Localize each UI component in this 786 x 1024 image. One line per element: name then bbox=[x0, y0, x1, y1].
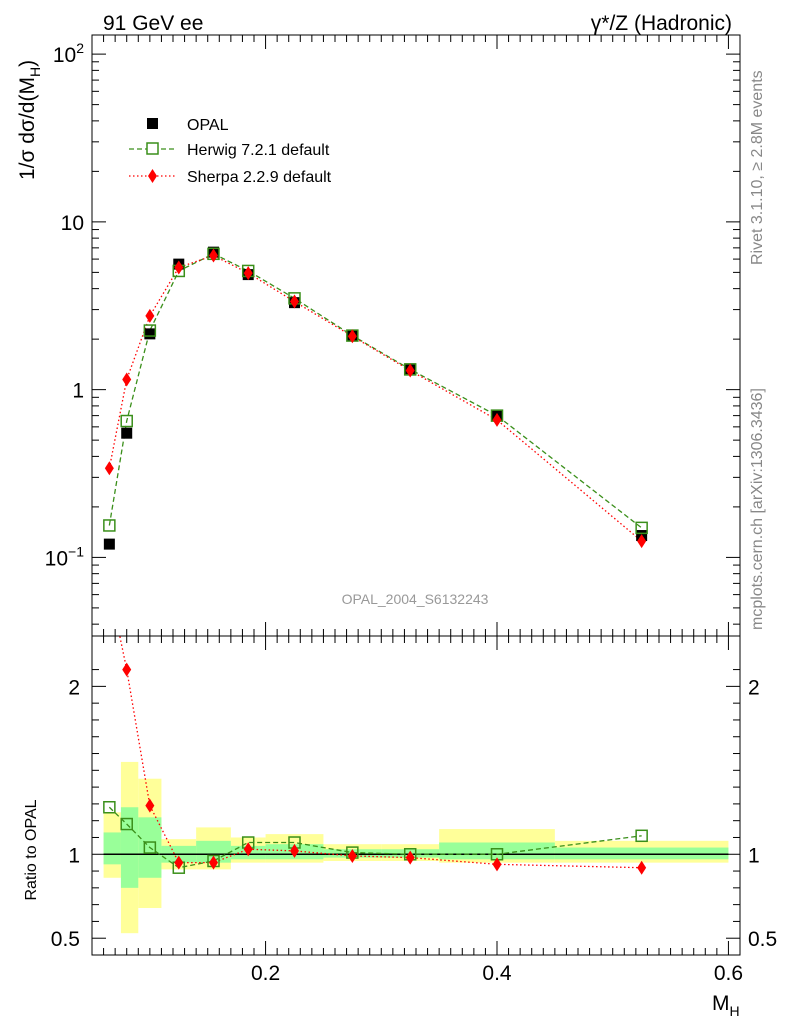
main-panel: 10−1 1 10 102 bbox=[45, 34, 741, 637]
mcplots-label: mcplots.cern.ch [arXiv:1306.3436] bbox=[749, 388, 766, 630]
ratio-ylabel: Ratio to OPAL bbox=[23, 799, 40, 900]
ratio-herwig-point bbox=[120, 817, 133, 831]
ratio-herwig-point bbox=[143, 841, 157, 854]
ratio-ytick-label-left: 2 bbox=[68, 676, 80, 699]
sherpa-point bbox=[290, 294, 299, 309]
ratio-line-sherpa bbox=[119, 636, 642, 869]
opal-point bbox=[121, 427, 133, 439]
xtick-label: 0.6 bbox=[714, 962, 743, 985]
xtick-label: 0.4 bbox=[482, 962, 512, 985]
ratio-ytick-label-right: 2 bbox=[748, 676, 760, 699]
uncertainty-band-green bbox=[196, 840, 231, 863]
xtick-label: 0.2 bbox=[251, 962, 280, 985]
ratio-ytick-label-right: 1 bbox=[748, 844, 760, 867]
legend-opal-marker bbox=[147, 118, 158, 129]
ratio-sherpa-point bbox=[492, 857, 502, 872]
main-ylabel-text: 1/σ dσ/d(M bbox=[16, 77, 39, 180]
x-axis-label: MH bbox=[712, 992, 740, 1019]
uncertainty-band-green bbox=[120, 807, 139, 888]
main-ytick-label: 10 bbox=[61, 212, 84, 235]
legend-opal-label: OPAL bbox=[187, 117, 229, 134]
main-ylabel-sub: H bbox=[27, 67, 43, 77]
herwig-point bbox=[635, 521, 648, 535]
header-left-title: 91 GeV ee bbox=[103, 12, 203, 35]
ratio-sherpa-point bbox=[174, 855, 184, 870]
legend-sherpa-label: Sherpa 2.2.9 default bbox=[187, 169, 332, 186]
sherpa-point bbox=[492, 412, 502, 427]
ratio-herwig-point bbox=[635, 829, 648, 843]
ratio-sherpa-point bbox=[122, 662, 132, 677]
main-ytick-label: 1 bbox=[72, 380, 84, 403]
ratio-panel: 0.5 0.5 1 1 2 2 0.2 0.4 0.6 bbox=[51, 579, 777, 985]
uncertainty-band-green bbox=[103, 832, 121, 865]
opal-point bbox=[144, 328, 156, 340]
ratio-ytick-label-left: 0.5 bbox=[51, 928, 80, 951]
main-series-group bbox=[103, 246, 648, 550]
herwig-point bbox=[120, 414, 133, 428]
uncertainty-band-green bbox=[554, 847, 729, 860]
main-ytick-label: 102 bbox=[53, 40, 84, 67]
ratio-sherpa-point bbox=[209, 855, 218, 870]
ratio-sherpa-point bbox=[637, 860, 647, 875]
ratio-sherpa-point bbox=[290, 843, 299, 858]
sherpa-point bbox=[347, 329, 357, 344]
legend-herwig-marker bbox=[146, 142, 159, 155]
legend: OPAL Herwig 7.2.1 default Sherpa 2.2.9 d… bbox=[129, 117, 332, 186]
analysis-watermark: OPAL_2004_S6132243 bbox=[342, 591, 489, 607]
ratio-content bbox=[103, 579, 729, 934]
ratio-sherpa-point bbox=[105, 579, 114, 593]
sherpa-point bbox=[405, 363, 415, 378]
sherpa-point bbox=[243, 266, 253, 281]
herwig-point bbox=[103, 519, 116, 532]
ratio-ytick-label-left: 1 bbox=[68, 844, 80, 867]
ratio-sherpa-point bbox=[347, 848, 357, 863]
main-ylabel: 1/σ dσ/d(MH) bbox=[16, 60, 43, 180]
ratio-sherpa-point bbox=[145, 798, 155, 813]
x-axis-label-sub: H bbox=[730, 1003, 740, 1019]
sherpa-point bbox=[209, 248, 218, 263]
ratio-frame bbox=[91, 635, 741, 956]
ratio-sherpa-point bbox=[405, 850, 415, 865]
main-line-herwig bbox=[108, 253, 643, 529]
sherpa-point bbox=[104, 461, 114, 476]
header-right-title: γ*/Z (Hadronic) bbox=[591, 12, 732, 35]
sherpa-point bbox=[637, 534, 647, 549]
opal-point bbox=[103, 538, 115, 550]
main-line-sherpa bbox=[108, 254, 643, 542]
legend-sherpa-marker bbox=[148, 169, 157, 183]
rivet-label: Rivet 3.1.10, ≥ 2.8M events bbox=[749, 70, 766, 265]
sherpa-point bbox=[174, 260, 184, 275]
ratio-herwig-point bbox=[103, 801, 116, 814]
sherpa-point bbox=[122, 372, 132, 387]
sherpa-point bbox=[145, 308, 155, 323]
ratio-sherpa-point bbox=[243, 842, 253, 857]
ratio-ytick-label-right: 0.5 bbox=[748, 928, 777, 951]
main-ytick-label: 10−1 bbox=[45, 543, 85, 570]
x-axis-label-text: M bbox=[712, 992, 730, 1015]
legend-herwig-label: Herwig 7.2.1 default bbox=[187, 142, 330, 159]
herwig-point bbox=[143, 324, 157, 337]
uncertainty-band-green bbox=[439, 842, 555, 860]
